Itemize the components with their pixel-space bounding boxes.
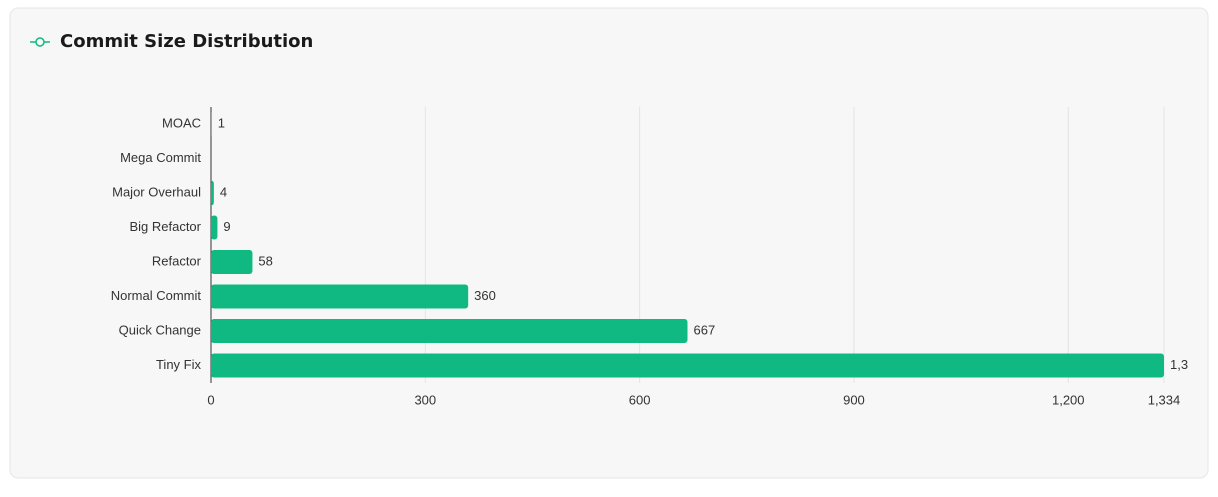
x-tick-label: 300: [414, 392, 436, 407]
bar: [211, 215, 218, 240]
x-tick-label: 600: [629, 392, 651, 407]
value-label: 667: [694, 322, 716, 337]
x-tick-label: 1,334: [1148, 392, 1181, 407]
y-tick-label: Mega Commit: [120, 150, 201, 165]
x-tick-label: 0: [207, 392, 214, 407]
y-tick-label: Refactor: [152, 253, 202, 268]
y-tick-label: Normal Commit: [111, 288, 202, 303]
value-label: 1,334: [1170, 357, 1203, 372]
y-tick-label: MOAC: [162, 115, 201, 130]
y-tick-label: Big Refactor: [129, 219, 201, 234]
chart-title: Commit Size Distribution: [60, 31, 313, 52]
x-tick-label: 1,200: [1052, 392, 1085, 407]
value-label: 360: [474, 288, 496, 303]
value-label: 1: [218, 115, 225, 130]
bar: [211, 250, 253, 274]
y-tick-label: Major Overhaul: [112, 184, 201, 199]
bar: [211, 353, 1164, 378]
bar: [211, 284, 469, 309]
y-tick-label: Quick Change: [119, 322, 201, 337]
x-tick-label: 900: [843, 392, 865, 407]
value-label: 9: [223, 219, 230, 234]
value-label: 58: [258, 253, 272, 268]
plot: 1 4 9 58 360 667 1,334: [211, 112, 1203, 378]
bar: [211, 112, 212, 136]
bar: [211, 181, 214, 205]
y-tick-label: Tiny Fix: [156, 357, 202, 372]
title-icon: [30, 37, 50, 47]
bar: [211, 319, 688, 343]
value-label: 4: [220, 184, 227, 199]
card: [9, 7, 1209, 479]
